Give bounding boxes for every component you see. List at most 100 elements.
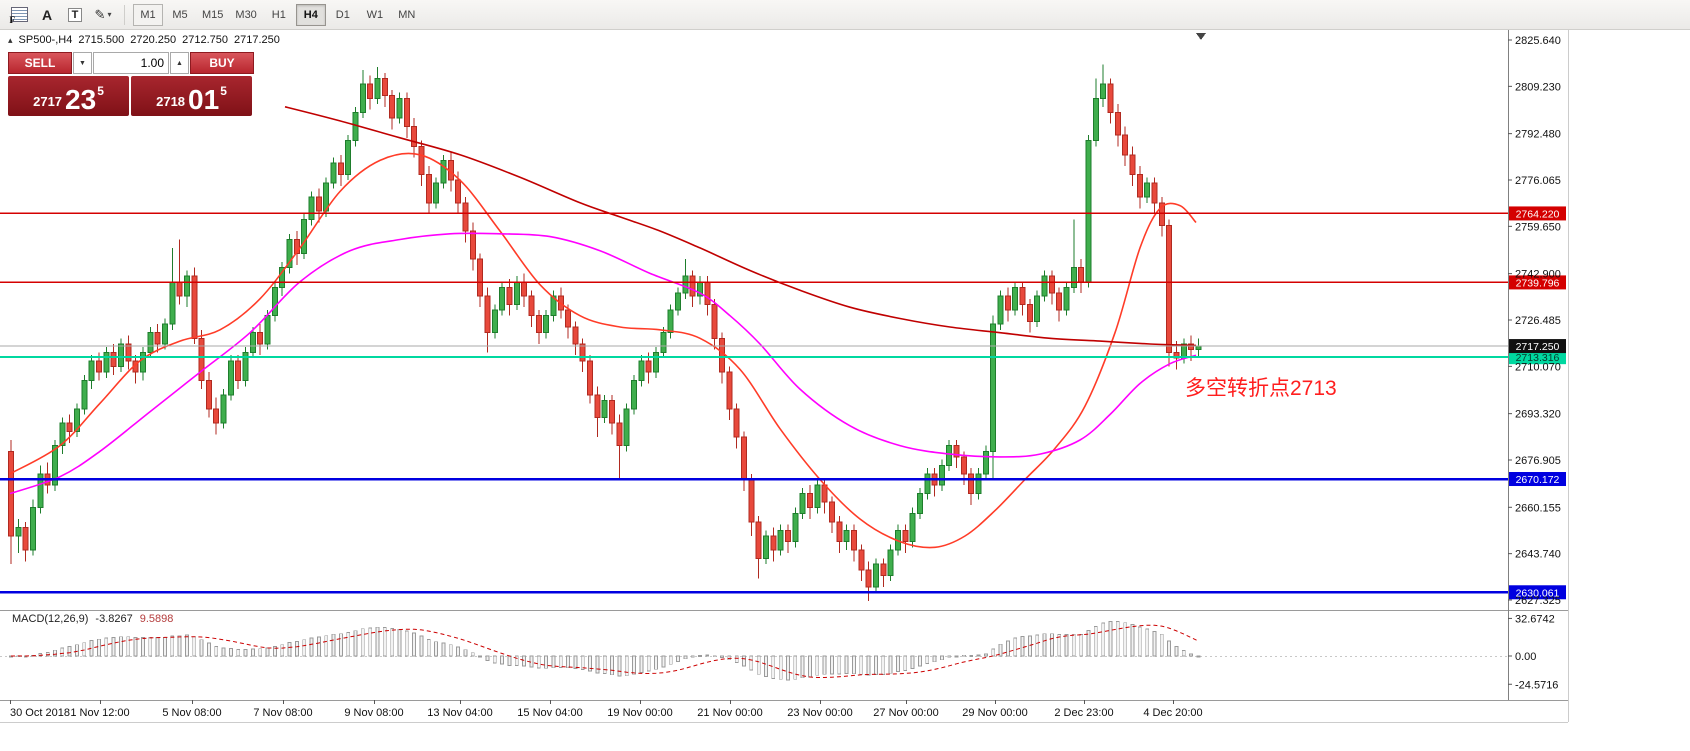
chevron-down-icon: ▼ [79,59,86,67]
macd-bar [1064,634,1069,657]
candle-body [191,275,198,339]
candle-body [264,315,271,345]
candle-body [938,464,945,486]
timeframe-button-w1[interactable]: W1 [360,4,390,26]
candle-body [660,332,667,353]
candle-body [1026,303,1033,322]
macd-bar [947,655,952,658]
pencil-icon: ✎ [94,6,106,22]
candle-body [455,179,462,204]
macd-bar [1005,640,1010,657]
collapse-arrow-icon[interactable]: ▴ [8,34,13,45]
macd-bar [1167,640,1172,657]
macd-bar [228,648,233,657]
bid-fraction-digit: 5 [97,84,104,98]
timeframe-button-h1[interactable]: H1 [264,4,294,26]
candle-body [110,351,117,368]
data-window-button[interactable]: F [6,3,32,27]
candle-body [748,478,755,523]
svg-text:2676.905: 2676.905 [1515,455,1561,467]
macd-bar [214,645,219,657]
timeframe-button-d1[interactable]: D1 [328,4,358,26]
macd-bar [412,632,417,657]
macd-bar [749,655,754,671]
one-click-trading-panel: SELL ▼ ▲ BUY 2717 23 5 2718 01 5 [8,52,256,116]
candle-body [565,309,572,328]
volume-input[interactable] [93,52,169,74]
macd-bar [874,655,878,675]
candle-body [960,456,967,475]
macd-signal-line [10,624,1199,678]
macd-bar [1093,626,1098,657]
candle-body [1107,83,1114,113]
macd-bar [720,655,724,658]
candle-body [682,275,689,294]
candle-body [1166,224,1173,353]
axis-layer: 2764.220 2739.796 2713.316 2670.172 2630.061… [10,35,1566,719]
candle-body [806,493,813,509]
candle-body [1136,174,1143,198]
svg-text:23 Nov 00:00: 23 Nov 00:00 [787,707,852,719]
candle-body [924,473,931,495]
candle-body [506,286,513,305]
macd-bar [778,655,783,680]
svg-text:19 Nov 00:00: 19 Nov 00:00 [607,707,672,719]
bid-price-tile[interactable]: 2717 23 5 [8,76,129,116]
svg-text:1 Nov 12:00: 1 Nov 12:00 [70,707,129,719]
macd-bar [1020,636,1025,657]
candle-body [213,408,220,424]
horizontal-lines-layer[interactable] [0,212,1508,594]
candle-body [73,408,80,432]
candle-body [997,295,1004,325]
sell-button[interactable]: SELL [8,52,72,74]
buy-button[interactable]: BUY [190,52,254,74]
macd-bar [126,636,131,657]
macd-bar [177,635,182,657]
candle-body [301,219,308,255]
candle-body [653,351,660,373]
svg-text:4 Dec 20:00: 4 Dec 20:00 [1143,707,1202,719]
timeframe-button-mn[interactable]: MN [392,4,422,26]
chevron-down-icon: ▾ [107,10,112,19]
volume-dropdown-button[interactable]: ▼ [73,52,92,74]
toolbar: F A T ✎ ▾ M1 M5 M15 M30 H1 H4 D1 W1 MN [0,0,1690,30]
draw-tool-button[interactable]: ✎ ▾ [90,3,116,27]
macd-bar [932,655,937,663]
candle-body [872,563,879,588]
candle-body [990,323,997,452]
timeframe-button-m15[interactable]: M15 [197,4,228,26]
macd-bar [771,655,776,679]
macd-bar [859,655,864,675]
candle-body [1048,275,1055,294]
candle-body [198,337,205,382]
candle-body [587,360,594,396]
text-tool-button[interactable]: T [62,3,88,27]
candle-body [235,360,242,382]
candle-body [843,529,850,543]
macd-bar [1196,655,1201,658]
chart-shift-marker [1196,33,1206,40]
candle-body [726,371,733,410]
volume-increment-button[interactable]: ▲ [170,52,189,74]
timeframe-button-m1[interactable]: M1 [133,3,163,26]
macd-bar [382,626,387,657]
timeframe-button-m5[interactable]: M5 [165,4,195,26]
candle-body [257,332,264,345]
macd-bar [265,647,270,657]
svg-text:2792.480: 2792.480 [1515,129,1561,141]
macd-bar [844,655,849,675]
macd-name-label: MACD(12,26,9) [12,613,89,625]
candle-body [733,408,740,438]
svg-text:2627.325: 2627.325 [1515,595,1561,607]
font-tool-button[interactable]: A [34,3,60,27]
macd-bar [287,642,292,657]
candle-body [1078,267,1085,283]
chevron-up-icon: ▲ [176,59,183,67]
candle-body [1188,343,1195,351]
macd-bar [786,655,790,681]
timeframe-button-m30[interactable]: M30 [230,4,261,26]
timeframe-button-h4[interactable]: H4 [295,3,326,26]
ask-price-tile[interactable]: 2718 01 5 [131,76,252,116]
candle-body [95,360,102,373]
